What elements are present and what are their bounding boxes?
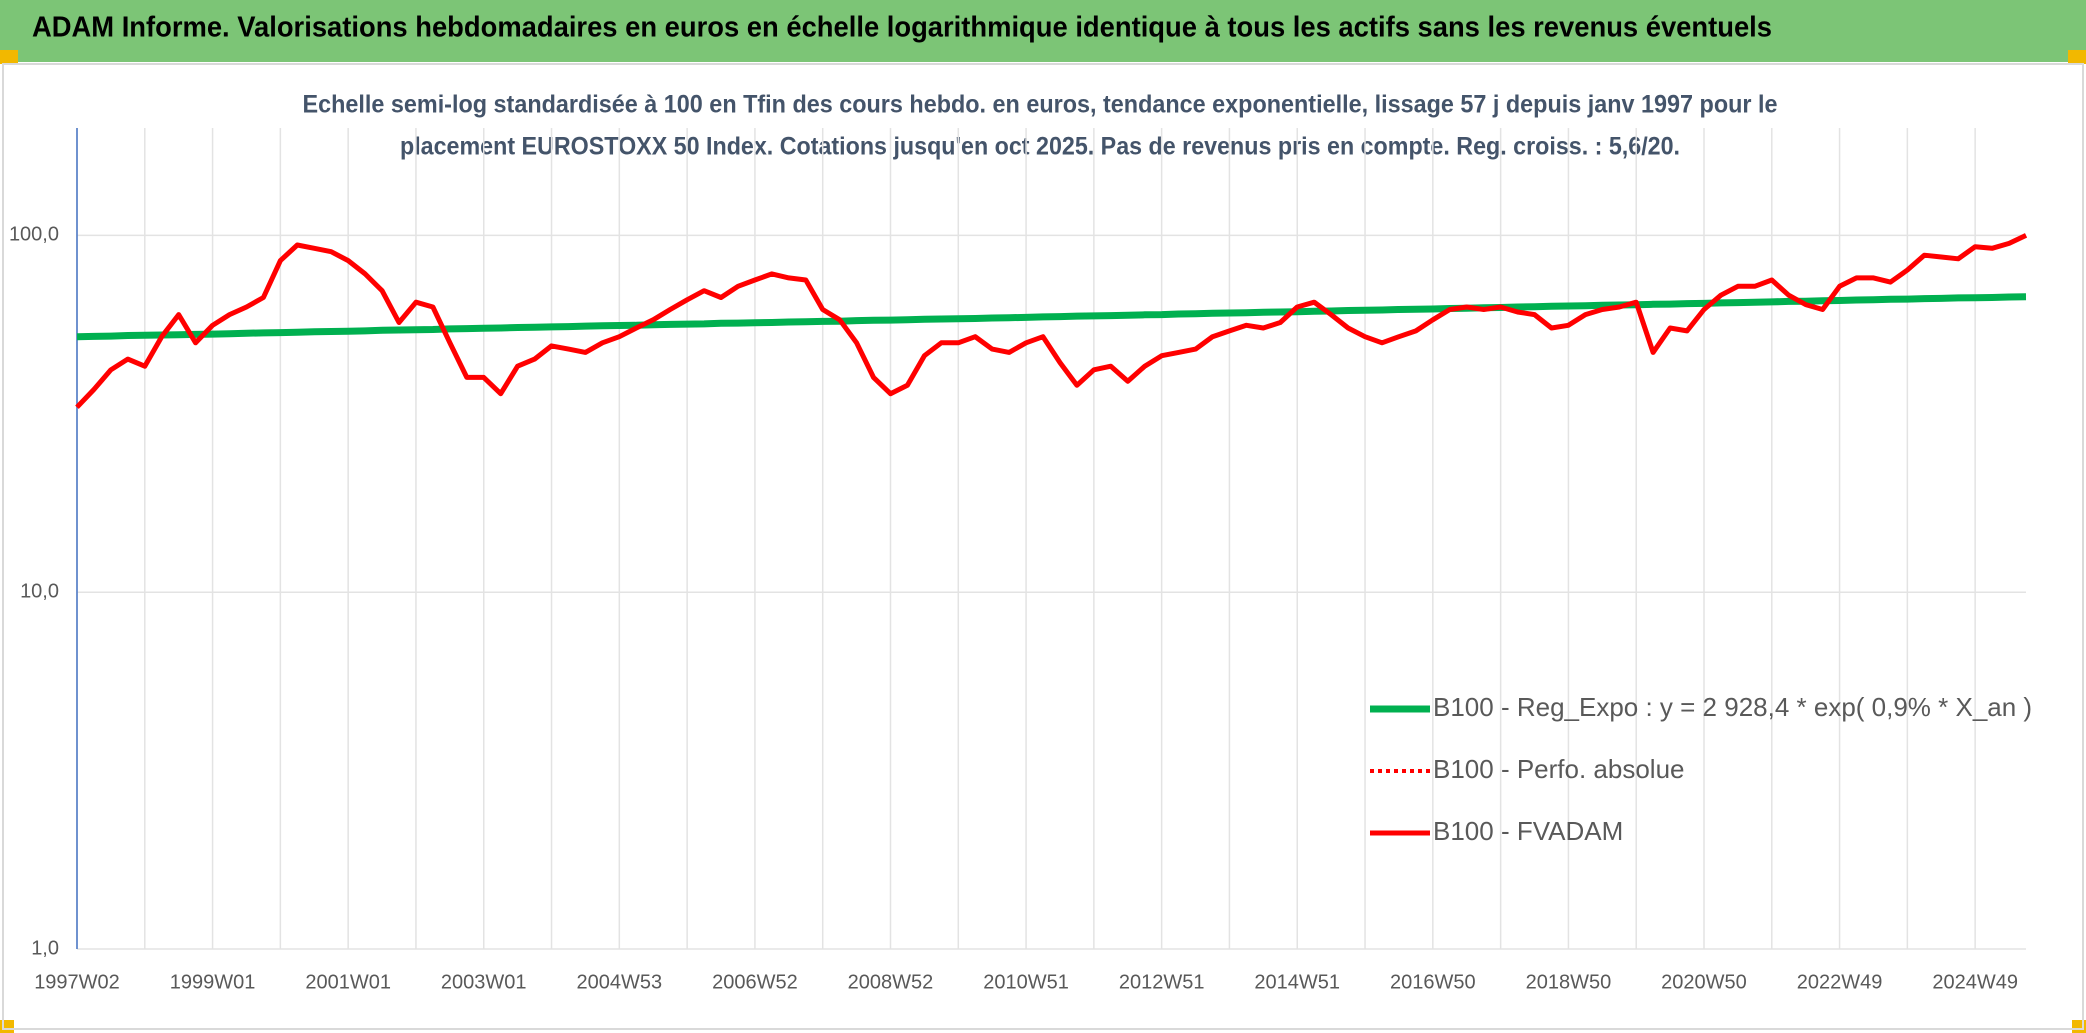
legend-label: B100 - FVADAM [1433, 816, 1623, 846]
legend-label: B100 - Reg_Expo : y = 2 928,4 * exp( 0,9… [1433, 692, 2032, 722]
x-tick-label: 2010W51 [983, 971, 1069, 993]
x-tick-label: 2024W49 [1932, 971, 2018, 993]
legend-label: B100 - Perfo. absolue [1433, 754, 1685, 784]
x-tick-label: 2012W51 [1119, 971, 1205, 993]
chart-subtitle: placement EUROSTOXX 50 Index. Cotations … [400, 133, 1680, 161]
chart-border [2, 63, 2084, 1030]
chart-subtitle: Echelle semi-log standardisée à 100 en T… [303, 91, 1778, 119]
series-line [76, 293, 2027, 341]
x-tick-label: 1997W02 [34, 971, 120, 993]
y-tick-label: 10,0 [20, 580, 59, 602]
x-tick-label: 2004W53 [577, 971, 663, 993]
x-tick-label: 1999W01 [170, 971, 256, 993]
y-tick-label: 100,0 [9, 224, 59, 246]
x-tick-label: 2008W52 [848, 971, 934, 993]
x-tick-label: 2022W49 [1797, 971, 1883, 993]
x-tick-label: 2016W50 [1390, 971, 1476, 993]
x-tick-label: 2020W50 [1661, 971, 1747, 993]
header-bar [0, 0, 2086, 62]
corner [0, 50, 18, 64]
x-tick-label: 2006W52 [712, 971, 798, 993]
chart-title: ADAM Informe. Valorisations hebdomadaire… [32, 12, 1772, 44]
x-tick-label: 2018W50 [1526, 971, 1612, 993]
series-line [75, 233, 2028, 409]
x-tick-label: 2003W01 [441, 971, 527, 993]
x-tick-label: 2001W01 [305, 971, 391, 993]
corner [2068, 50, 2086, 64]
y-tick-label: 1,0 [31, 937, 59, 959]
x-tick-label: 2014W51 [1254, 971, 1340, 993]
